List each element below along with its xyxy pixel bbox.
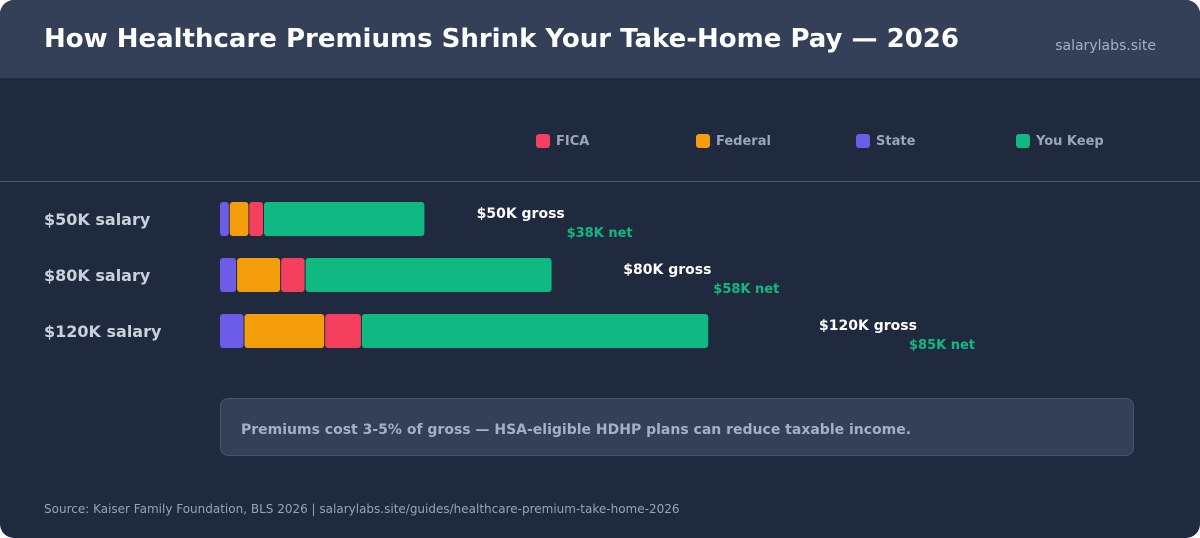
gross-label: $120K gross: [819, 318, 917, 334]
net-label: $85K net: [909, 338, 975, 353]
bar-segment-you-keep: [264, 202, 425, 236]
legend-swatch-state: [856, 134, 870, 148]
legend-item-you-keep: You Keep: [1016, 133, 1104, 149]
legend-swatch-you-keep: [1016, 134, 1030, 148]
legend-label-fica: FICA: [556, 133, 590, 149]
bar-segment-fica: [281, 258, 305, 292]
bar-segment-federal: [237, 258, 281, 292]
bar-segment-you-keep: [305, 258, 552, 292]
net-label: $58K net: [713, 282, 779, 297]
net-label: $38K net: [567, 226, 633, 241]
callout-text: Premiums cost 3-5% of gross — HSA-eligib…: [241, 422, 912, 438]
gross-label: $80K gross: [623, 262, 711, 278]
category-label: $120K salary: [44, 322, 162, 341]
stacked-bar-chart: $50K salary $50K gross$38K net $80K salary…: [44, 202, 975, 353]
page-title: How Healthcare Premiums Shrink Your Take…: [44, 24, 959, 54]
legend-item-federal: Federal: [696, 133, 771, 149]
header-bar: How Healthcare Premiums Shrink Your Take…: [0, 0, 1200, 78]
bar-segment-state: [220, 258, 237, 292]
bar-segment-fica: [325, 314, 361, 348]
callout-box: Premiums cost 3-5% of gross — HSA-eligib…: [220, 398, 1134, 456]
legend-swatch-fica: [536, 134, 550, 148]
legend-item-fica: FICA: [536, 133, 589, 149]
bar-segment-fica: [249, 202, 263, 236]
legend-item-state: State: [856, 133, 915, 149]
category-label: $80K salary: [44, 266, 151, 285]
legend-swatch-federal: [696, 134, 710, 148]
category-label: $50K salary: [44, 210, 151, 229]
legend-divider: [0, 181, 1200, 182]
legend-label-you-keep: You Keep: [1036, 133, 1104, 149]
bar-segment-state: [220, 314, 244, 348]
legend-label-federal: Federal: [716, 133, 771, 149]
legend-label-state: State: [876, 133, 916, 149]
bar-segment-you-keep: [361, 314, 709, 348]
gross-label: $50K gross: [477, 206, 565, 222]
bar-segment-state: [220, 202, 229, 236]
bar-segment-federal: [244, 314, 325, 348]
bar-segment-federal: [229, 202, 249, 236]
site-name: salarylabs.site: [1055, 38, 1156, 54]
source-note: Source: Kaiser Family Foundation, BLS 20…: [44, 502, 680, 516]
